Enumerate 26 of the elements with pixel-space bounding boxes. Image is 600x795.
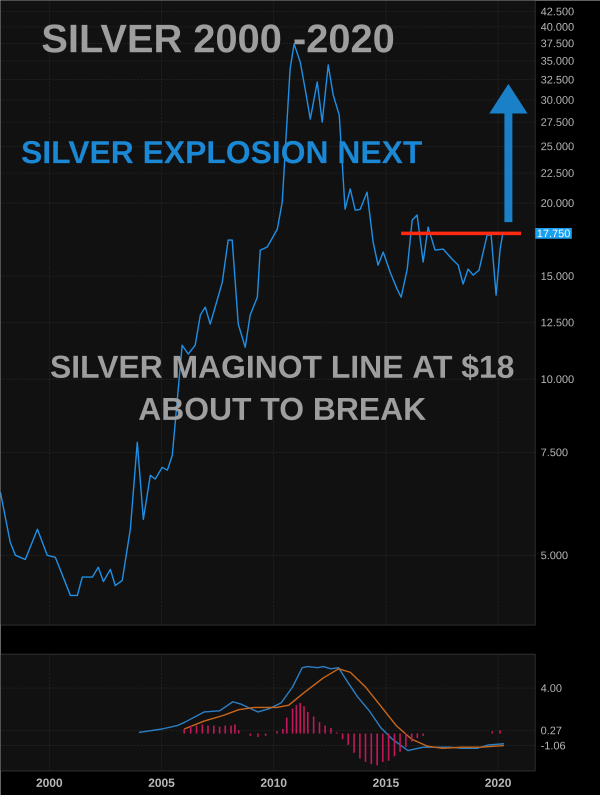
y-tick-label: 15.000 [541,272,574,280]
y-tick-label: 20.000 [541,199,574,207]
y-tick-label: 27.500 [541,118,574,126]
chart-title: SILVER 2000 -2020 [42,24,394,53]
x-tick-label: 2020 [485,778,511,787]
y-tick-label: 7.500 [541,448,568,456]
y-tick-label: 12.500 [541,318,574,326]
y-tick-label: -1.06 [541,742,566,750]
x-tick-label: 2005 [148,778,174,787]
y-tick-label: 32.500 [541,76,574,84]
y-tick-label: 25.000 [541,142,574,150]
y-tick-label: 37.500 [541,39,574,48]
x-tick-label: 2015 [372,778,399,787]
text: 17.750 [538,230,570,238]
y-tick-label: 30.000 [541,96,574,104]
y-tick-label: 40.000 [540,23,574,31]
x-tick-label: 2010 [260,778,286,787]
y-tick-label: 35.000 [541,56,574,65]
y-tick-label: 4.00 [540,684,562,692]
x-tick-label: 2000 [36,778,62,787]
y-tick-label: 5.000 [541,551,568,560]
y-tick-label: 10.000 [541,375,574,384]
y-tick-label: 42.500 [540,8,574,16]
y-tick-label: 22.500 [541,169,574,177]
line-series [183,668,505,750]
y-tick-label: 0.27 [541,726,562,734]
